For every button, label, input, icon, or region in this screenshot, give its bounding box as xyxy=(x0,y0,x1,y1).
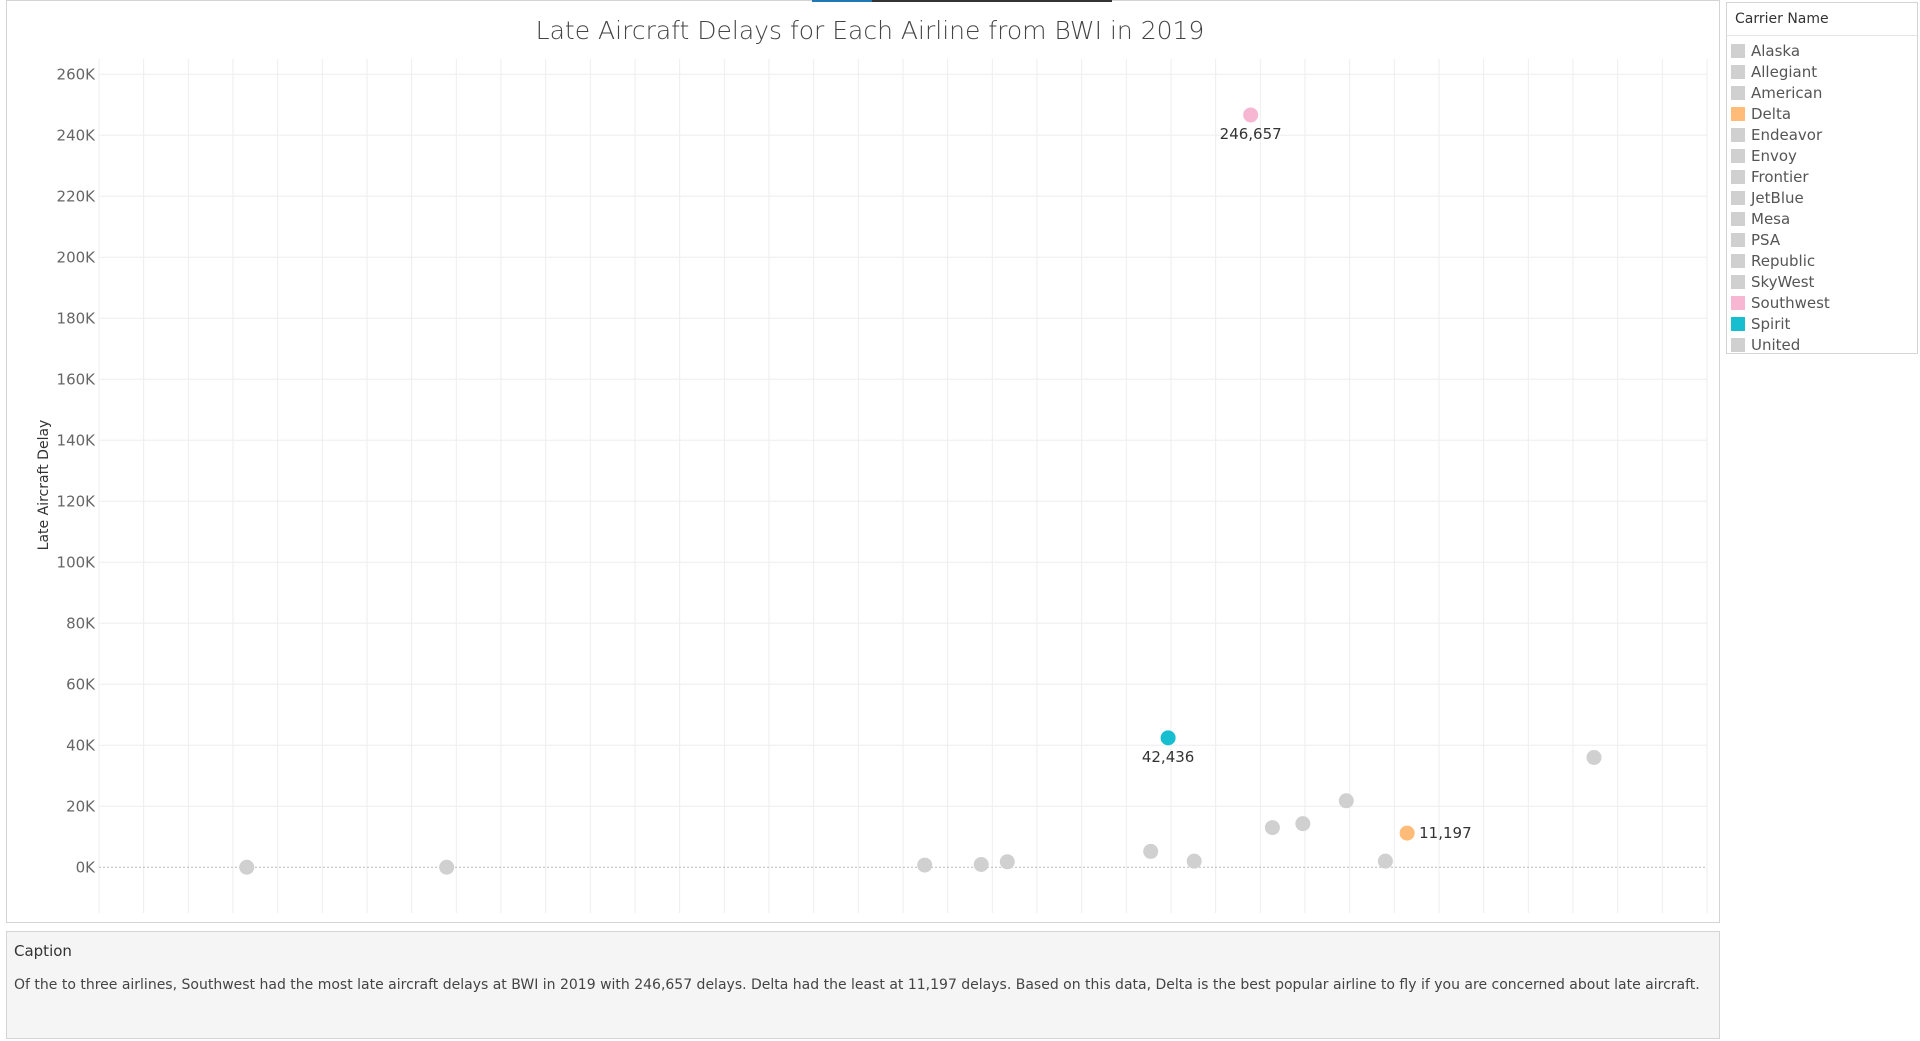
y-axis-label: Late Aircraft Delay xyxy=(36,420,52,551)
y-tick-label: 160K xyxy=(57,370,97,388)
data-point[interactable] xyxy=(1143,843,1159,859)
y-tick-label: 100K xyxy=(57,553,97,571)
legend-swatch xyxy=(1731,106,1745,121)
data-point[interactable] xyxy=(1160,730,1176,746)
legend-swatch xyxy=(1731,232,1745,247)
legend-label: Allegiant xyxy=(1751,62,1818,81)
caption-title: Caption xyxy=(14,942,72,960)
legend-label: Republic xyxy=(1751,251,1816,270)
legend-item-delta[interactable]: Delta xyxy=(1731,103,1915,124)
legend-item-alaska[interactable]: Alaska xyxy=(1731,40,1915,61)
legend-item-mesa[interactable]: Mesa xyxy=(1731,208,1915,229)
data-labels: 42,436 246,657 11,197 xyxy=(1142,125,1472,842)
data-point[interactable] xyxy=(917,857,933,873)
legend-swatch xyxy=(1731,148,1745,163)
data-label: 42,436 xyxy=(1142,748,1195,766)
data-point[interactable] xyxy=(239,859,255,875)
legend-label: Delta xyxy=(1751,104,1792,123)
y-tick-label: 40K xyxy=(66,736,96,754)
data-point[interactable] xyxy=(1338,793,1354,809)
legend-swatch xyxy=(1731,127,1745,142)
y-tick-label: 0K xyxy=(76,858,97,876)
legend-item-endeavor[interactable]: Endeavor xyxy=(1731,124,1915,145)
data-point[interactable] xyxy=(973,857,989,873)
legend-item-psa[interactable]: PSA xyxy=(1731,229,1915,250)
color-legend: Carrier Name Alaska Allegiant American Delt… xyxy=(1726,2,1918,354)
legend-label: Frontier xyxy=(1751,167,1809,186)
legend-item-southwest[interactable]: Southwest xyxy=(1731,292,1915,313)
legend-item-allegiant[interactable]: Allegiant xyxy=(1731,61,1915,82)
y-tick-label: 140K xyxy=(57,431,97,449)
legend-swatch xyxy=(1731,169,1745,184)
legend-swatch xyxy=(1731,274,1745,289)
y-tick-label: 200K xyxy=(57,248,97,266)
y-tick-label: 20K xyxy=(66,797,96,815)
legend-label: Envoy xyxy=(1751,146,1797,165)
data-point[interactable] xyxy=(1586,749,1602,765)
legend-swatch xyxy=(1731,337,1745,352)
data-point[interactable] xyxy=(1186,853,1202,869)
legend-label: Alaska xyxy=(1751,41,1801,60)
y-axis: 0K 20K 40K 60K 80K 100K 120K 140K 160K 180K 200K 22… xyxy=(57,65,97,876)
y-tick-label: 220K xyxy=(57,187,97,205)
data-point[interactable] xyxy=(999,854,1015,870)
legend-item-jetblue[interactable]: JetBlue xyxy=(1731,187,1915,208)
legend-label: Spirit xyxy=(1751,314,1791,333)
legend-label: Mesa xyxy=(1751,209,1791,228)
legend-title: Carrier Name xyxy=(1735,11,1829,27)
data-label: 11,197 xyxy=(1419,824,1472,842)
legend-item-envoy[interactable]: Envoy xyxy=(1731,145,1915,166)
legend-label: SkyWest xyxy=(1751,272,1815,291)
legend-label: United xyxy=(1751,335,1801,354)
tab-strip-indicator xyxy=(872,0,1112,2)
caption-panel: Caption Of the to three airlines, Southw… xyxy=(6,931,1720,1039)
chart-title: Late Aircraft Delays for Each Airline fr… xyxy=(536,16,1205,45)
scatter-chart: 0K 20K 40K 60K 80K 100K 120K 140K 160K 180K 200K 22… xyxy=(36,16,1708,913)
legend-label: Endeavor xyxy=(1751,125,1823,144)
legend-item-american[interactable]: American xyxy=(1731,82,1915,103)
caption-text: Of the to three airlines, Southwest had … xyxy=(14,977,1700,993)
legend-item-spirit[interactable]: Spirit xyxy=(1731,313,1915,334)
y-tick-label: 180K xyxy=(57,309,97,327)
data-points xyxy=(239,107,1602,875)
legend-item-skywest[interactable]: SkyWest xyxy=(1731,271,1915,292)
legend-swatch xyxy=(1731,211,1745,226)
chart-panel: 0K 20K 40K 60K 80K 100K 120K 140K 160K 180K 200K 22… xyxy=(6,0,1720,923)
legend-swatch xyxy=(1731,43,1745,58)
legend-swatch xyxy=(1731,253,1745,268)
legend-label: JetBlue xyxy=(1751,188,1804,207)
legend-label: Southwest xyxy=(1751,293,1830,312)
y-tick-label: 260K xyxy=(57,65,97,83)
legend-divider xyxy=(1727,35,1917,36)
legend-item-frontier[interactable]: Frontier xyxy=(1731,166,1915,187)
legend-swatch xyxy=(1731,85,1745,100)
data-point[interactable] xyxy=(1264,820,1280,836)
legend-items: Alaska Allegiant American Delta Endeavor Envo… xyxy=(1731,40,1915,355)
legend-item-united[interactable]: United xyxy=(1731,334,1915,355)
active-tab-indicator xyxy=(812,0,872,2)
legend-label: PSA xyxy=(1751,230,1781,249)
data-point[interactable] xyxy=(1243,107,1259,123)
legend-label: American xyxy=(1751,83,1823,102)
y-tick-label: 60K xyxy=(66,675,96,693)
data-point[interactable] xyxy=(1377,853,1393,869)
data-label: 246,657 xyxy=(1220,125,1282,143)
y-tick-label: 120K xyxy=(57,492,97,510)
legend-swatch xyxy=(1731,190,1745,205)
legend-swatch xyxy=(1731,316,1745,331)
legend-item-republic[interactable]: Republic xyxy=(1731,250,1915,271)
y-tick-label: 80K xyxy=(66,614,96,632)
legend-swatch xyxy=(1731,64,1745,79)
data-point[interactable] xyxy=(1399,825,1415,841)
legend-swatch xyxy=(1731,295,1745,310)
data-point[interactable] xyxy=(439,859,455,875)
data-point[interactable] xyxy=(1295,816,1311,832)
grid-layer xyxy=(98,59,1708,913)
y-tick-label: 240K xyxy=(57,126,97,144)
